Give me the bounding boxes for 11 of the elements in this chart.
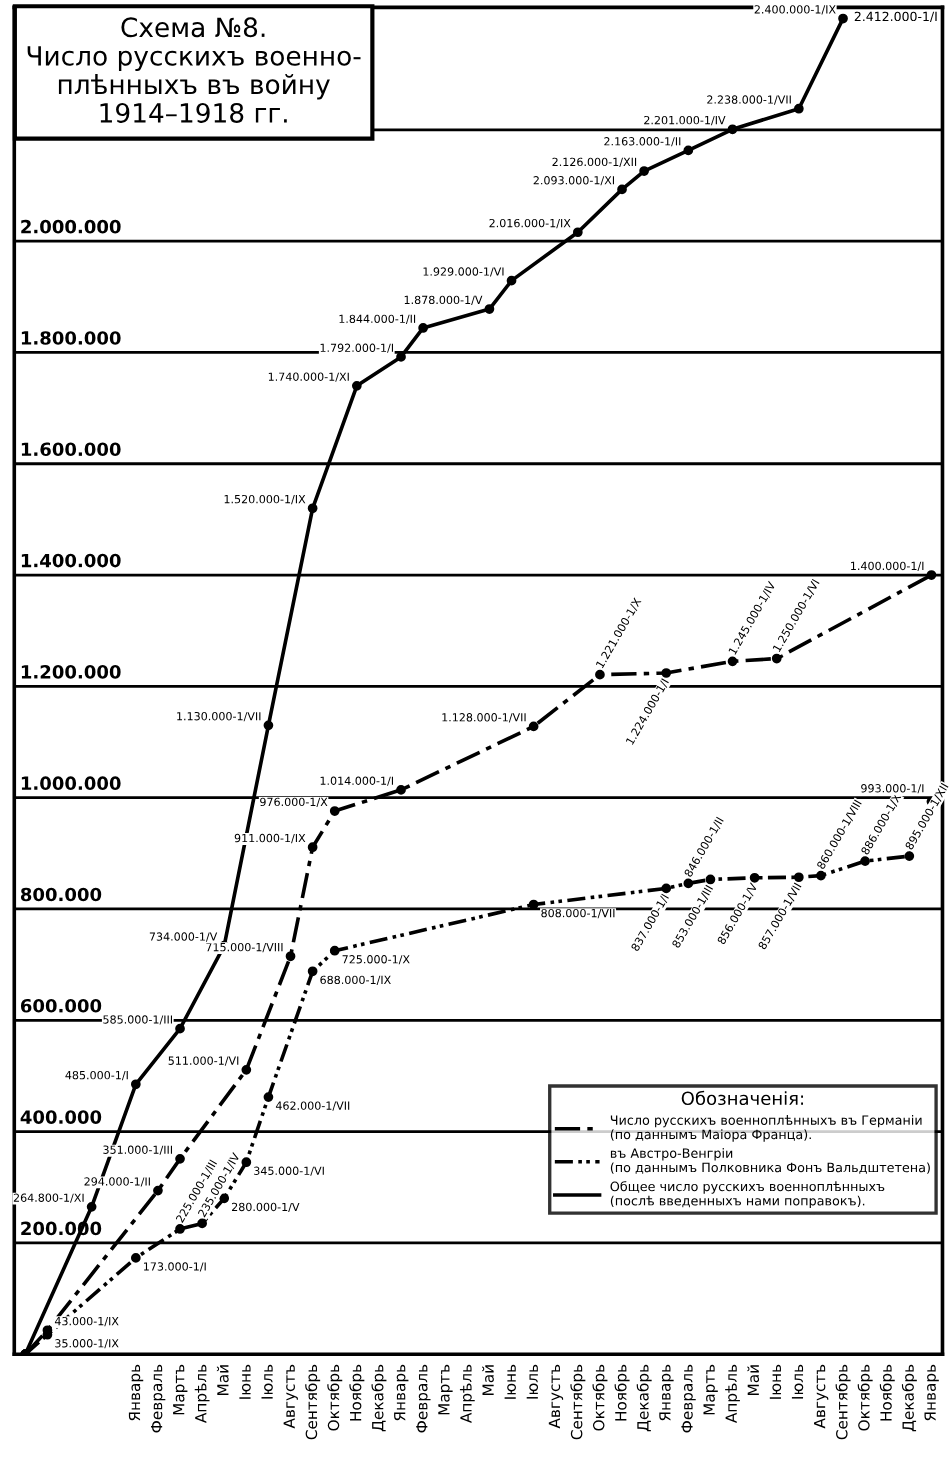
y-tick-label: 2.000.000 (21, 219, 121, 234)
y-tick-label: 1.600.000 (21, 442, 121, 457)
y-tick-label: 600.000 (20, 998, 102, 1013)
y-tick-label: 1.800.000 (21, 331, 121, 345)
text: Схема №8. Число русскихъ военно- плѣнныхъ въ войну 1914–1918 гг. (27, 17, 361, 123)
y-tick-label: 1.200.000 (21, 665, 121, 679)
y-tick-label: 1.400.000 (21, 553, 121, 568)
legend-title: Обозначенія: (681, 1090, 803, 1106)
y-tick-label: 400.000 (20, 1110, 102, 1124)
y-tick-label: 800.000 (20, 887, 102, 902)
y-tick-label: 1.000.000 (21, 776, 121, 791)
